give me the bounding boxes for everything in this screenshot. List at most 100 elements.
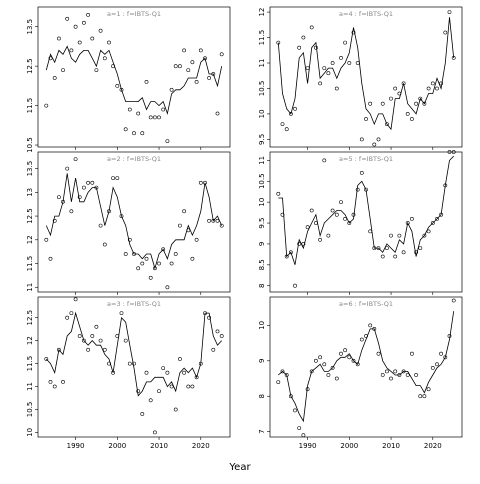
observed-point xyxy=(347,61,352,65)
x-tick-label: 2020 xyxy=(424,442,442,450)
observed-point xyxy=(61,68,65,73)
observed-point xyxy=(384,369,389,374)
y-tick-label: 11.5 xyxy=(26,356,34,372)
observed-point xyxy=(330,365,335,370)
observed-point xyxy=(426,229,431,234)
observed-point xyxy=(318,355,323,360)
observed-point xyxy=(198,361,203,366)
panel-frame xyxy=(269,6,463,148)
observed-point xyxy=(439,351,444,356)
x-axis-label: Year xyxy=(228,462,251,473)
panel-frame xyxy=(269,151,463,293)
x-tick-label: 2010 xyxy=(382,442,400,450)
observed-point xyxy=(422,233,427,238)
y-tick-label: 10 xyxy=(258,109,266,118)
y-tick-label: 10.5 xyxy=(26,137,34,153)
observed-point xyxy=(309,208,314,213)
panel-2: a=4 : f=IBTS-Q1 9.5 10 10.5 11 11.5 12 xyxy=(258,6,463,150)
observed-point xyxy=(401,250,406,255)
observed-point xyxy=(280,122,285,127)
observed-point xyxy=(426,86,431,91)
observed-point xyxy=(77,195,82,200)
observed-point xyxy=(132,361,136,366)
y-tick-label: 12.5 xyxy=(26,208,34,224)
observed-point xyxy=(401,81,406,86)
observed-point xyxy=(203,180,207,185)
observed-point xyxy=(94,324,99,329)
panel-title: a=6 : f=IBTS-Q1 xyxy=(339,300,393,308)
observed-point xyxy=(339,200,343,205)
observed-point xyxy=(293,408,297,413)
observed-point xyxy=(439,212,444,217)
observed-point xyxy=(372,326,377,331)
observed-point xyxy=(397,91,402,96)
panel-title: a=5 : f=IBTS-Q1 xyxy=(339,155,393,163)
observed-point xyxy=(318,81,323,86)
observed-point xyxy=(82,338,86,343)
observed-point xyxy=(219,334,224,338)
y-tick-label: 7 xyxy=(258,429,266,433)
observed-point xyxy=(359,137,364,142)
observed-point xyxy=(443,183,448,188)
observed-point xyxy=(111,176,116,181)
observed-point xyxy=(309,25,314,30)
observed-point xyxy=(148,275,153,280)
x-tick-label: 2000 xyxy=(108,442,126,450)
observed-point xyxy=(86,12,91,17)
observed-point xyxy=(372,246,377,251)
observed-point xyxy=(132,131,136,136)
observed-point xyxy=(305,387,310,392)
observed-point xyxy=(305,66,310,71)
observed-point xyxy=(297,45,302,50)
observed-point xyxy=(330,61,335,65)
observed-point xyxy=(102,56,107,61)
observed-point xyxy=(322,158,327,163)
observed-point xyxy=(136,266,141,271)
observed-point xyxy=(165,370,170,375)
observed-point xyxy=(301,433,306,438)
observed-point xyxy=(107,40,111,45)
observed-point xyxy=(330,208,335,213)
y-tick-label: 10.5 xyxy=(26,402,34,418)
observed-point xyxy=(90,36,95,41)
observed-point xyxy=(215,111,220,116)
observed-point xyxy=(102,347,107,352)
observed-point xyxy=(414,373,419,377)
panel-frame xyxy=(269,296,463,438)
fitted-line xyxy=(45,45,223,115)
observed-point xyxy=(430,365,435,370)
observed-point xyxy=(326,71,331,76)
observed-point xyxy=(161,366,166,371)
observed-point xyxy=(347,221,352,225)
observed-point xyxy=(276,380,281,385)
observed-point xyxy=(215,329,220,334)
observed-point xyxy=(207,315,212,320)
observed-point xyxy=(284,127,289,132)
observed-point xyxy=(435,86,439,91)
observed-point xyxy=(140,412,145,416)
observed-point xyxy=(430,81,435,86)
observed-point xyxy=(57,195,61,200)
observed-point xyxy=(418,96,423,101)
observed-point xyxy=(422,394,427,399)
observed-point xyxy=(405,221,410,225)
observed-point xyxy=(169,384,174,389)
y-tick-label: 8.5 xyxy=(258,259,266,270)
observed-point xyxy=(339,351,343,356)
observed-point xyxy=(194,237,199,242)
observed-point xyxy=(418,246,423,251)
observed-point xyxy=(376,246,381,251)
observed-point xyxy=(98,223,103,228)
observed-point xyxy=(186,68,191,73)
observed-point xyxy=(351,30,356,35)
observed-point xyxy=(194,80,199,84)
observed-point xyxy=(376,137,381,142)
observed-point xyxy=(435,216,439,221)
observed-point xyxy=(288,250,293,255)
observed-point xyxy=(65,315,70,320)
observed-point xyxy=(98,28,103,33)
observed-point xyxy=(409,216,414,221)
observed-point xyxy=(52,384,57,389)
observed-point xyxy=(451,150,456,154)
